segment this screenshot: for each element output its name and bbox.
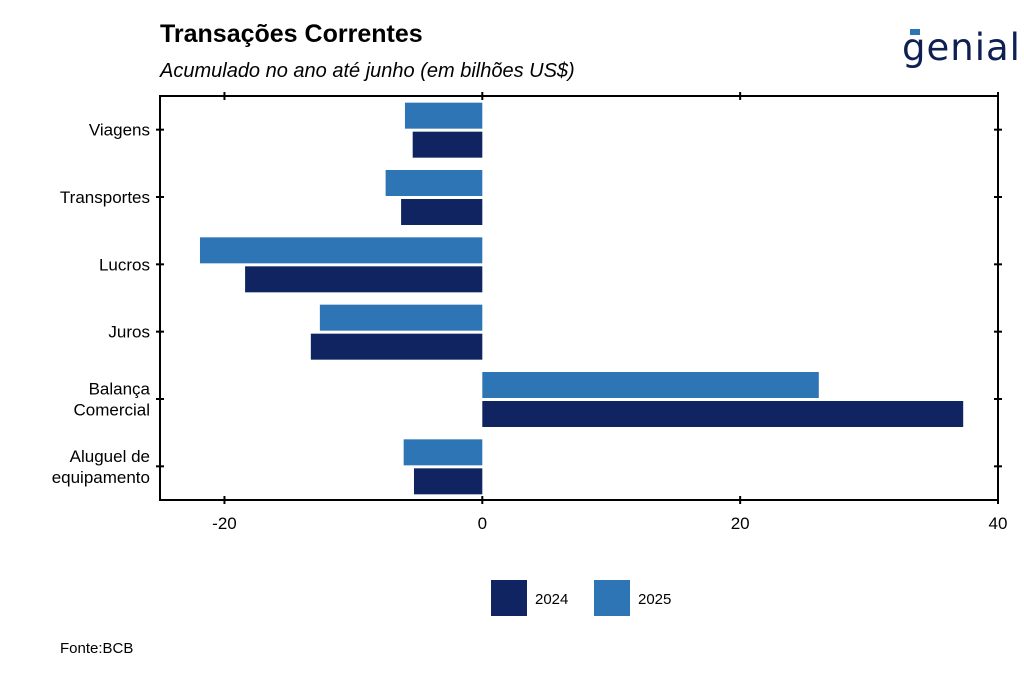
bar-2025-4 — [482, 372, 819, 398]
category-label-line: Aluguel de — [70, 447, 150, 466]
bar-2025-0 — [404, 102, 483, 129]
legend-label-2024: 2024 — [535, 591, 568, 608]
category-label-1: Transportes — [60, 188, 150, 207]
bar-2025-5 — [403, 439, 483, 466]
category-label-3: Juros — [108, 323, 150, 342]
category-label-line: Balança — [89, 380, 151, 399]
bar-2024-3 — [310, 333, 483, 360]
category-label-5: Aluguel de equipamento — [52, 447, 150, 487]
category-label-2: Lucros — [99, 255, 150, 274]
x-tick-label-1: 0 — [478, 514, 487, 533]
category-label-line: Lucros — [99, 255, 150, 274]
chart-title: Transações Correntes — [160, 20, 423, 48]
legend-label-2025: 2025 — [638, 591, 671, 608]
category-label-line: equipamento — [52, 468, 150, 487]
x-tick-label-2: 20 — [731, 514, 750, 533]
category-label-4: Balança Comercial — [73, 380, 150, 420]
category-label-line: Comercial — [73, 401, 150, 420]
x-tick-label-0: -20 — [212, 514, 237, 533]
chart-subtitle: Acumulado no ano até junho (em bilhões U… — [160, 60, 575, 82]
legend-swatch-2025 — [594, 580, 630, 616]
bar-2024-0 — [412, 131, 483, 158]
source-note: Fonte:BCB — [60, 640, 134, 657]
category-label-line: Viagens — [89, 121, 150, 140]
legend-swatch-2024 — [491, 580, 527, 616]
bar-2024-1 — [401, 199, 483, 225]
x-tick-label-3: 40 — [989, 514, 1008, 533]
brand-logo: genial — [902, 26, 1021, 69]
bar-2024-5 — [413, 468, 483, 495]
bar-2025-1 — [385, 170, 483, 196]
category-label-line: Juros — [108, 323, 150, 342]
bar-2024-2 — [245, 266, 483, 293]
bar-2025-2 — [199, 237, 483, 264]
category-label-0: Viagens — [89, 121, 150, 140]
bar-2024-4 — [482, 401, 964, 427]
plot-frame — [159, 95, 999, 501]
logo-accent — [910, 29, 920, 35]
category-label-line: Transportes — [60, 188, 150, 207]
bar-2025-3 — [319, 304, 483, 331]
